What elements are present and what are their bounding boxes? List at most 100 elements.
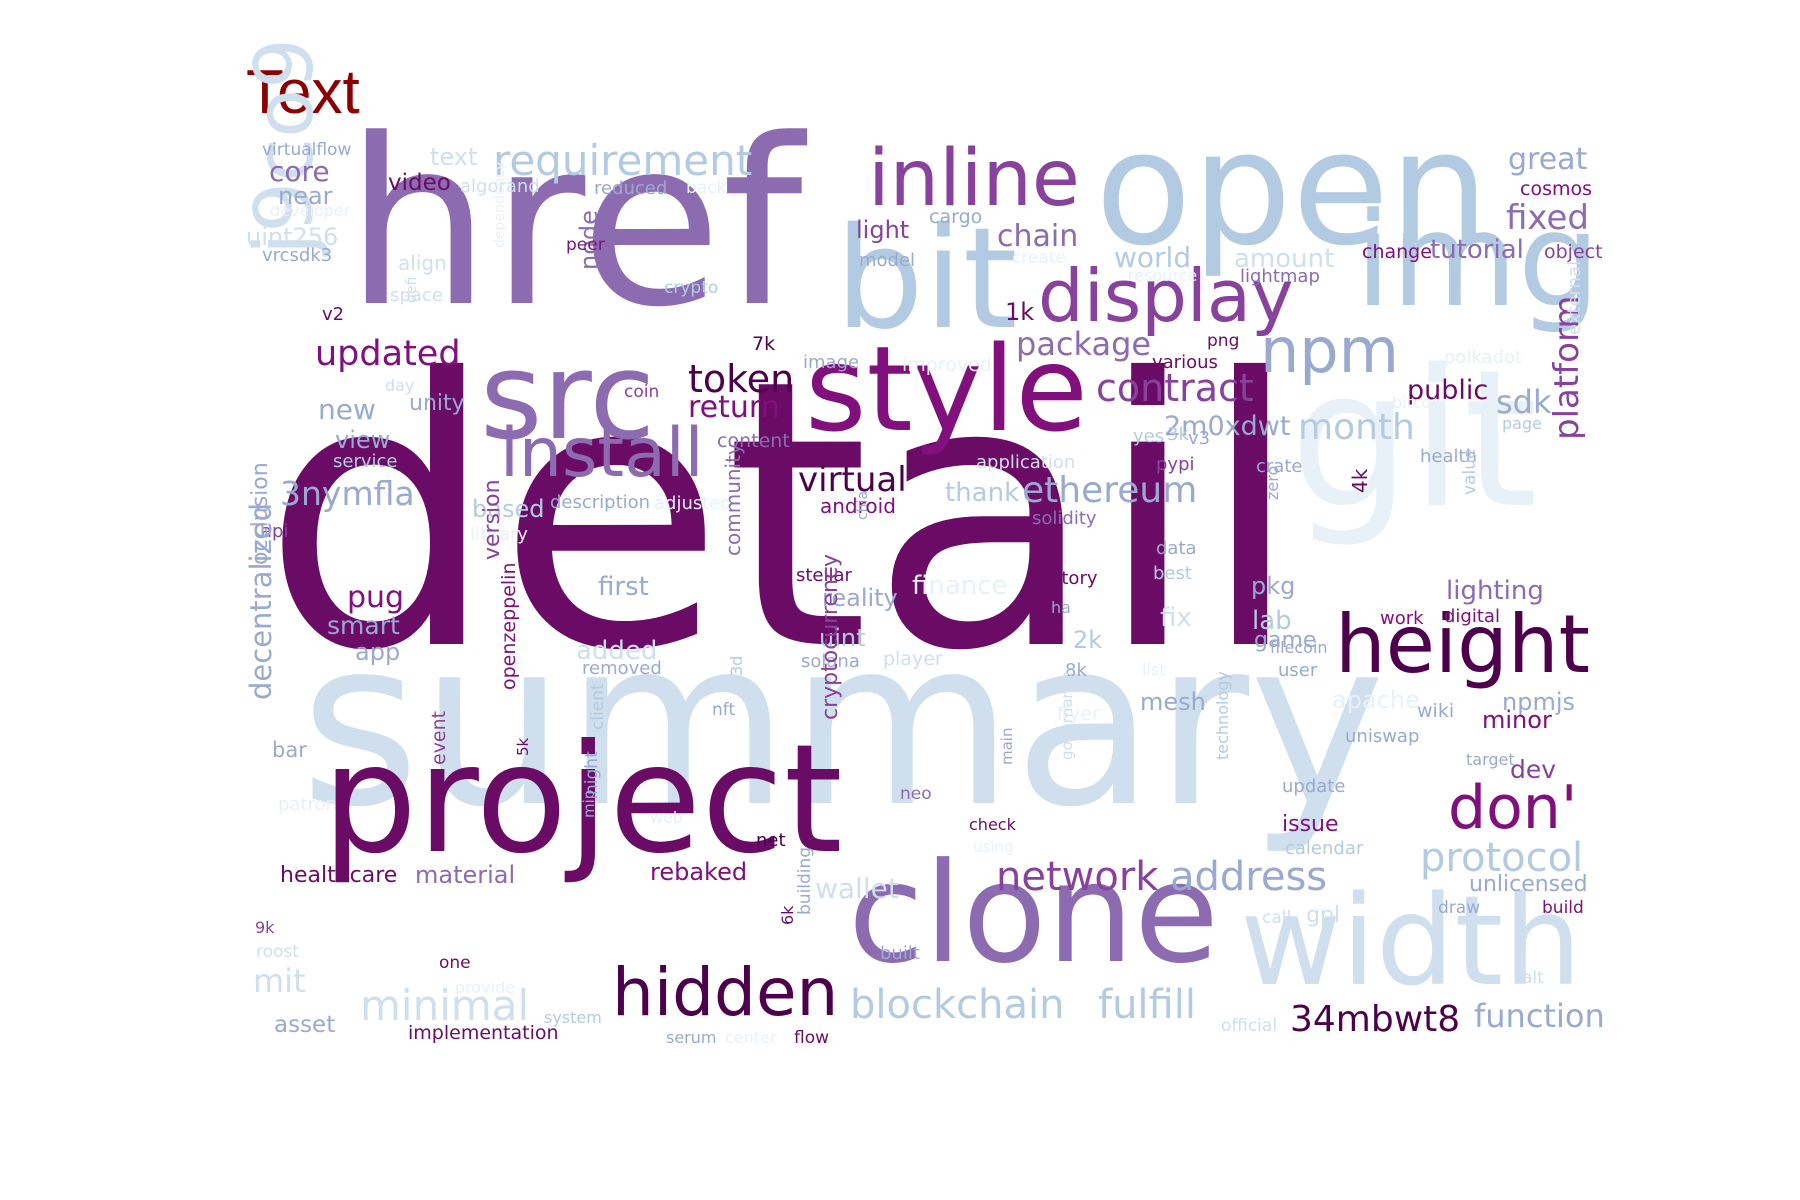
word-2k: 2k [1073, 626, 1103, 654]
word-git: git [1290, 329, 1538, 550]
word-v3: v3 [1188, 428, 1211, 449]
word-cosmos: cosmos [1520, 178, 1593, 200]
word-coin: coin [624, 382, 660, 402]
word-image: image [803, 352, 860, 373]
word-app: app [355, 638, 401, 666]
word-virtualflow: virtualflow [262, 140, 352, 160]
word-dev: dev [1510, 755, 1557, 784]
word-8k: 8k [1065, 660, 1087, 681]
word-amount: amount [1234, 244, 1335, 274]
word-material: material [415, 861, 516, 889]
word-month: month [1298, 407, 1415, 448]
word-built: built [880, 943, 920, 964]
word-detail: detail [262, 302, 1302, 732]
word-list: list [1142, 660, 1166, 679]
word-health: health [1420, 446, 1477, 467]
word-stellar: stellar [796, 565, 852, 586]
word-uint256: uint256 [246, 223, 339, 251]
word-3nymfla: 3nymfla [280, 474, 415, 513]
word-return: return [688, 390, 780, 425]
word-dependency: dependency [492, 161, 508, 248]
word-community: community [721, 443, 745, 556]
word-near: near [278, 182, 333, 210]
word-library: library [470, 524, 528, 545]
word-chia: chia [855, 490, 871, 520]
word-fix: fix [1160, 603, 1192, 633]
word-bar: bar [272, 738, 307, 762]
word-style: style [805, 320, 1088, 458]
word-png: png [1207, 331, 1240, 351]
word-build: build [1542, 898, 1584, 918]
word-solidity: solidity [1032, 508, 1097, 529]
word-android: android [820, 494, 896, 518]
word-pug: pug [347, 580, 405, 615]
word-healthcare: healthcare [280, 863, 398, 888]
word-package: package [1016, 325, 1152, 363]
word-ha: ha [1051, 598, 1071, 617]
word-hidden: hidden [612, 954, 839, 1031]
word-view: view [335, 426, 391, 454]
word-check: check [969, 815, 1016, 834]
word-improved: improved [902, 354, 992, 376]
word-client: client [588, 683, 608, 730]
word-lab: lab [1252, 606, 1292, 636]
word-1k: 1k [1005, 298, 1035, 326]
word-href: href [345, 91, 803, 358]
word-work: work [1380, 608, 1424, 629]
word-model: model [859, 250, 916, 271]
word-3d: 3d [727, 655, 746, 676]
word-fulfill: fulfill [1098, 982, 1196, 1028]
word-uint: uint [819, 624, 866, 652]
word-polkadot: polkadot [1444, 347, 1523, 368]
word-clone: clone [848, 833, 1220, 994]
word-version: version [480, 479, 505, 560]
word-removed: removed [582, 658, 662, 679]
word-great: great [1508, 142, 1588, 177]
word-flyer: flyer [1057, 703, 1100, 725]
word-2m0xdwt: 2m0xdwt [1164, 411, 1291, 442]
word-filecoin: filecoin [1270, 638, 1328, 657]
word-space: space [390, 285, 443, 306]
word-light: light [856, 216, 910, 244]
word-3k: 3k [1167, 424, 1189, 445]
word-main: main [998, 727, 1016, 765]
word-mip: mip [580, 789, 598, 818]
word-protocol: protocol [1420, 835, 1584, 881]
word-public: public [1407, 375, 1489, 406]
word-rebaked: rebaked [650, 858, 748, 886]
word-openzeppelin: openzeppelin [498, 562, 520, 691]
word-address: address [1170, 854, 1328, 900]
word-technology: technology [1213, 671, 1232, 760]
word-day: day [385, 376, 415, 395]
page-title: Text [246, 58, 360, 127]
word-back: back [686, 178, 727, 198]
word-display: display [1038, 254, 1294, 338]
word-crypto: crypto [664, 278, 719, 298]
word-don-: don' [1448, 773, 1578, 843]
word-finance: finance [912, 571, 1008, 601]
word-yes: yes [1133, 426, 1165, 447]
word-bitcoin: bitcoin [1392, 393, 1447, 412]
word-center: center [725, 1028, 777, 1047]
word-calendar: calendar [1285, 838, 1364, 859]
word-4k: 4k [1348, 468, 1372, 493]
word-object: object [1544, 241, 1603, 263]
word-value: value [1460, 448, 1480, 495]
word-draw: draw [1438, 898, 1481, 918]
word-text: text [430, 143, 478, 171]
word-event: event [428, 710, 450, 765]
word-asset: asset [274, 1012, 336, 1038]
word-implementation: implementation [408, 1022, 559, 1044]
word-width: width [1240, 870, 1582, 1014]
word-mesh: mesh [1140, 688, 1206, 716]
word-uniswap: uniswap [1345, 726, 1420, 747]
word-gpl: gpl [1306, 903, 1341, 928]
word-user: user [1278, 660, 1318, 681]
word-provide: provide [455, 978, 516, 997]
word-apache: apache [1332, 686, 1420, 714]
word-function: function [1474, 997, 1605, 1035]
word-video: video [388, 170, 451, 196]
word-defi: defi [404, 276, 420, 303]
word-new: new [318, 393, 376, 426]
word-install: install [500, 414, 704, 493]
